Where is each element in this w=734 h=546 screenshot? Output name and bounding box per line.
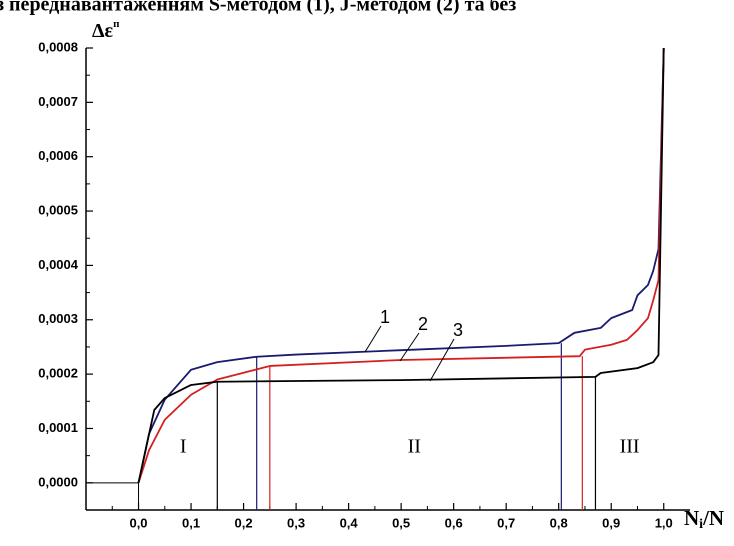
- label-leader: [429, 338, 455, 382]
- chart-title: з переднавантаженням S-методом (1), J-ме…: [0, 0, 516, 16]
- x-tick-label: 0,9: [602, 515, 620, 530]
- region-label: I: [180, 436, 187, 458]
- x-label-sub: i: [699, 517, 703, 532]
- label-leader: [399, 332, 420, 362]
- x-tick-label: 0,1: [182, 515, 200, 530]
- x-tick-label: 0,5: [392, 515, 410, 530]
- x-tick-label: 0,7: [497, 515, 515, 530]
- y-tick-label: 0,0004: [38, 257, 79, 272]
- y-axis-label-sup: п: [113, 18, 120, 30]
- y-tick-label: 0,0007: [38, 94, 78, 109]
- y-tick-label: 0,0006: [38, 148, 78, 163]
- y-axis-label-main: Δε: [92, 20, 114, 42]
- region-label: II: [408, 436, 421, 458]
- series-label: 1: [380, 307, 390, 327]
- y-tick-label: 0,0001: [38, 420, 78, 435]
- y-tick-label: 0,0005: [38, 202, 78, 217]
- label-leader: [364, 325, 382, 353]
- y-tick-label: 0,0002: [38, 366, 78, 381]
- x-tick-label: 0,6: [445, 515, 463, 530]
- x-label-rest: /N: [702, 506, 724, 530]
- x-tick-label: 0,0: [129, 515, 147, 530]
- series-line: [137, 47, 665, 484]
- region-label: III: [620, 436, 640, 458]
- x-label-n: N: [684, 506, 699, 530]
- x-tick-label: 0,2: [235, 515, 253, 530]
- x-tick-label: 0,4: [340, 515, 359, 530]
- x-axis-label: Ni/N: [684, 506, 724, 532]
- x-tick-label: 0,8: [550, 515, 568, 530]
- series-line: [137, 47, 665, 484]
- y-tick-label: 0,0008: [38, 39, 78, 54]
- x-tick-label: 1,0: [655, 515, 673, 530]
- y-tick-label: 0,0000: [38, 474, 78, 489]
- series-label: 2: [418, 314, 428, 334]
- y-tick-label: 0,0003: [38, 311, 78, 326]
- y-axis-label: Δεп: [92, 18, 120, 42]
- series-label: 3: [453, 320, 463, 340]
- x-tick-label: 0,3: [287, 515, 305, 530]
- series-line: [137, 47, 665, 484]
